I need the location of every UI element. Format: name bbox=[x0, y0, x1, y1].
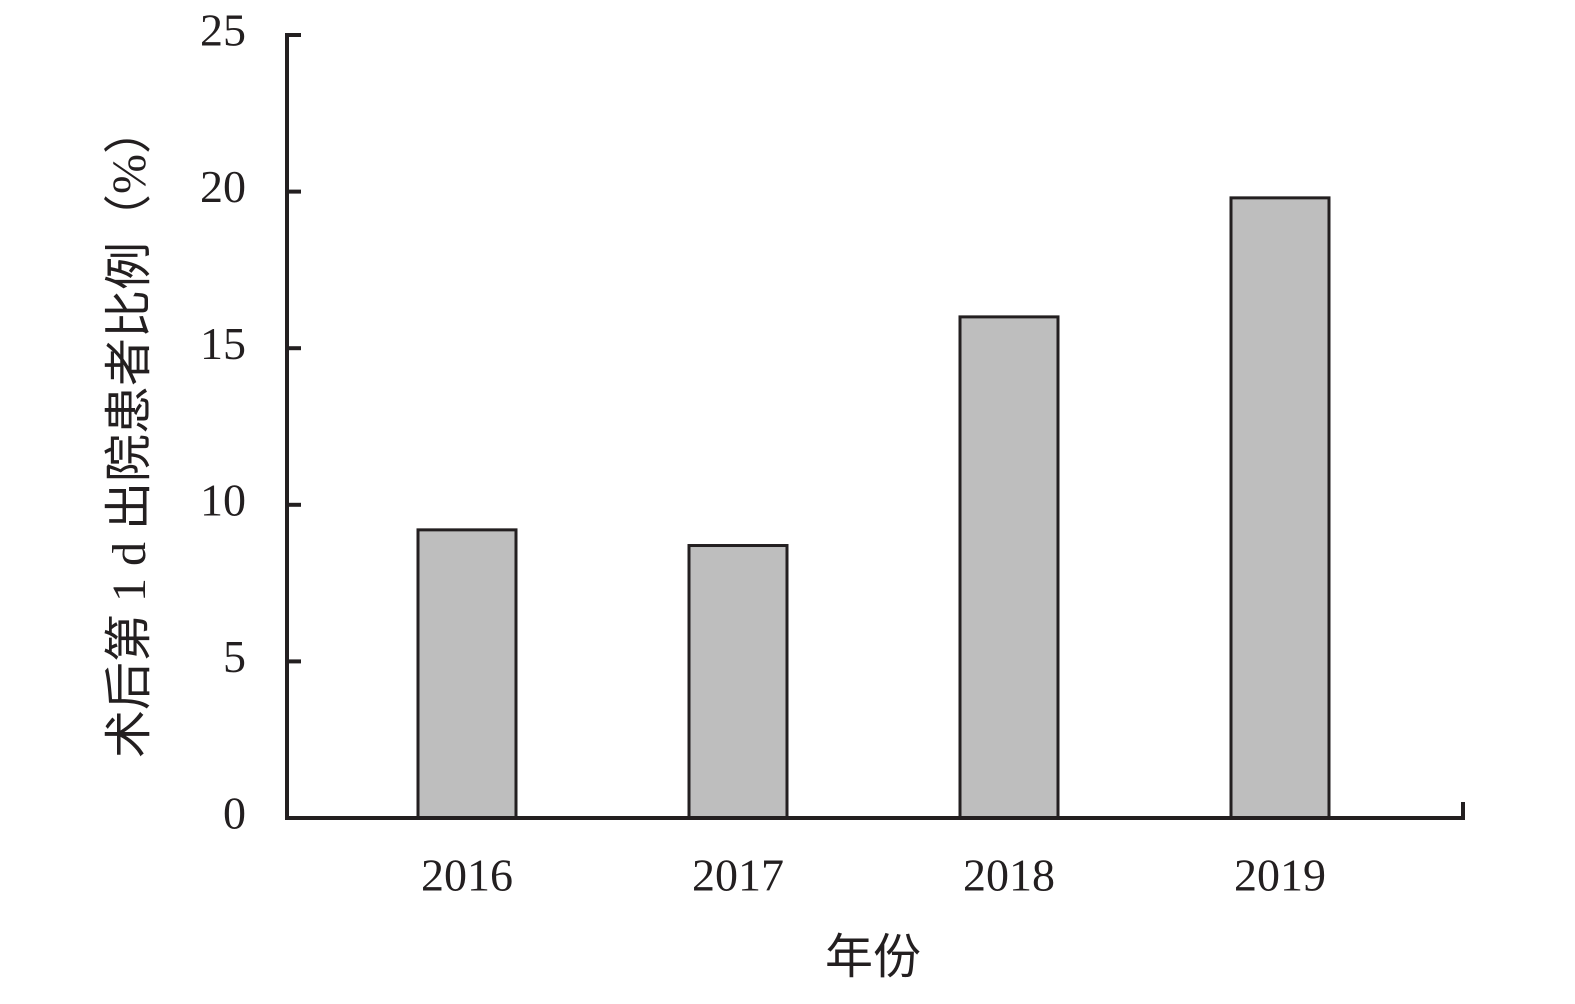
y-tick-label: 15 bbox=[200, 318, 246, 369]
bar bbox=[1229, 196, 1331, 820]
x-tick-label: 2018 bbox=[963, 850, 1055, 901]
x-tick-label: 2017 bbox=[692, 850, 784, 901]
y-tick-label: 5 bbox=[223, 631, 246, 682]
y-tick-label: 10 bbox=[200, 474, 246, 525]
x-axis-label: 年份 bbox=[825, 931, 921, 984]
y-tick-label: 25 bbox=[200, 5, 246, 56]
y-tick-label: 20 bbox=[200, 161, 246, 212]
y-axis-label: 术后第 1 d 出院患者比例（%） bbox=[103, 106, 156, 758]
x-tick-label: 2019 bbox=[1234, 850, 1326, 901]
bar bbox=[416, 528, 518, 820]
bar bbox=[958, 315, 1060, 820]
y-tick-label: 0 bbox=[223, 788, 246, 839]
x-tick-label: 2016 bbox=[421, 850, 513, 901]
bar bbox=[687, 544, 789, 820]
